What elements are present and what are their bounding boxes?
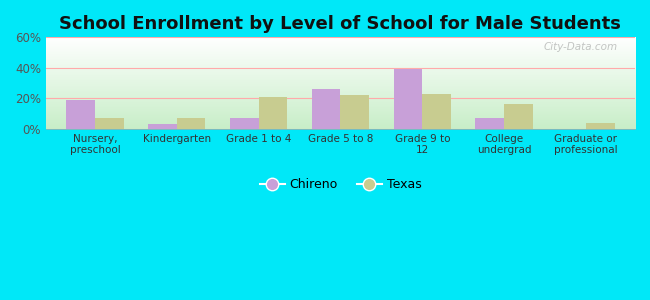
- Bar: [422, 94, 451, 129]
- Bar: [341, 95, 369, 129]
- Bar: [177, 118, 205, 129]
- Bar: [394, 69, 422, 129]
- Bar: [475, 118, 504, 129]
- Bar: [95, 118, 124, 129]
- Text: City-Data.com: City-Data.com: [543, 42, 618, 52]
- Title: School Enrollment by Level of School for Male Students: School Enrollment by Level of School for…: [60, 15, 621, 33]
- Legend: Chireno, Texas: Chireno, Texas: [255, 173, 426, 196]
- Bar: [586, 123, 614, 129]
- Bar: [230, 118, 259, 129]
- Bar: [312, 89, 341, 129]
- Bar: [66, 100, 95, 129]
- Bar: [148, 124, 177, 129]
- Bar: [259, 97, 287, 129]
- Bar: [504, 104, 533, 129]
